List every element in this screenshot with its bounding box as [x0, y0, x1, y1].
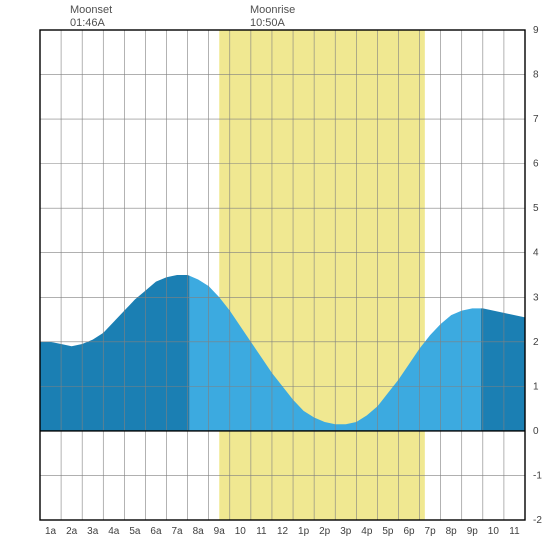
svg-text:2a: 2a: [66, 526, 78, 537]
svg-text:10: 10: [488, 526, 500, 537]
moonset-label: Moonset 01:46A: [70, 4, 112, 30]
svg-text:5p: 5p: [382, 526, 394, 537]
svg-text:7: 7: [533, 114, 539, 125]
svg-text:4p: 4p: [361, 526, 373, 537]
svg-text:5a: 5a: [129, 526, 141, 537]
moonset-title: Moonset: [70, 4, 112, 17]
chart-svg: 1a2a3a4a5a6a7a8a9a1011121p2p3p4p5p6p7p8p…: [0, 0, 550, 550]
svg-text:1a: 1a: [45, 526, 57, 537]
svg-text:11: 11: [509, 526, 520, 537]
svg-text:2: 2: [533, 337, 539, 348]
svg-text:12: 12: [277, 526, 289, 537]
svg-text:8: 8: [533, 70, 539, 81]
svg-text:4a: 4a: [108, 526, 120, 537]
svg-text:10: 10: [235, 526, 247, 537]
svg-text:6: 6: [533, 159, 539, 170]
svg-text:-2: -2: [533, 515, 542, 526]
moonrise-time: 10:50A: [250, 17, 295, 30]
svg-text:3: 3: [533, 292, 539, 303]
tide-chart: Moonset 01:46A Moonrise 10:50A 1a 2a 3a 4a 5…: [0, 0, 550, 550]
svg-text:2p: 2p: [319, 526, 331, 537]
svg-text:4: 4: [533, 248, 539, 259]
svg-text:9a: 9a: [214, 526, 226, 537]
svg-text:5: 5: [533, 203, 539, 214]
svg-text:1: 1: [533, 381, 539, 392]
moonrise-title: Moonrise: [250, 4, 295, 17]
svg-text:9p: 9p: [467, 526, 479, 537]
svg-text:-1: -1: [533, 470, 542, 481]
svg-text:7p: 7p: [425, 526, 437, 537]
moonrise-label: Moonrise 10:50A: [250, 4, 295, 30]
svg-text:0: 0: [533, 426, 539, 437]
svg-text:3p: 3p: [340, 526, 352, 537]
svg-text:9: 9: [533, 25, 539, 36]
svg-text:3a: 3a: [87, 526, 99, 537]
svg-text:8p: 8p: [446, 526, 458, 537]
moonset-time: 01:46A: [70, 17, 112, 30]
svg-text:11: 11: [256, 526, 267, 537]
svg-text:1p: 1p: [298, 526, 310, 537]
svg-text:7a: 7a: [172, 526, 184, 537]
svg-text:6a: 6a: [150, 526, 162, 537]
svg-text:8a: 8a: [193, 526, 205, 537]
svg-text:6p: 6p: [403, 526, 415, 537]
